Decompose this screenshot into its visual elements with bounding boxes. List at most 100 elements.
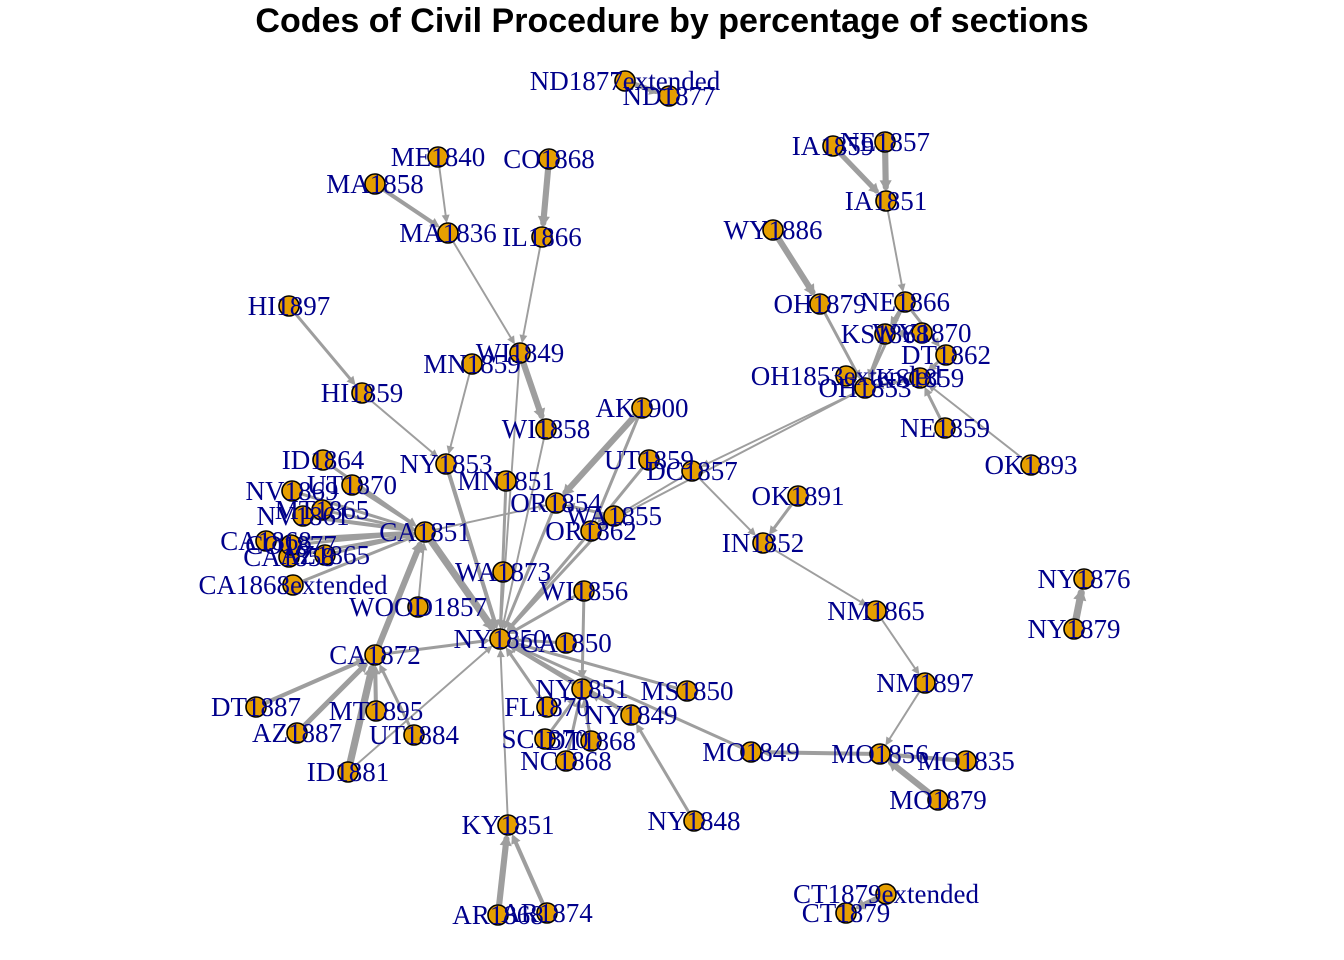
node-KY1851[interactable] <box>497 814 519 836</box>
node-label-DC1857: DC1857 <box>646 456 738 486</box>
node-MN1851[interactable] <box>495 470 517 492</box>
node-DT1862[interactable] <box>935 344 957 366</box>
node-MO1856[interactable] <box>869 743 891 765</box>
node-CT1879[interactable] <box>835 902 857 924</box>
node-OR1854[interactable] <box>545 492 567 514</box>
node-CO1877[interactable] <box>280 534 302 556</box>
node-WOOD1857[interactable] <box>407 596 429 618</box>
node-MO1879[interactable] <box>927 789 949 811</box>
node-CA1851[interactable] <box>414 521 436 543</box>
node-MO1849[interactable] <box>740 741 762 763</box>
node-MT1895[interactable] <box>365 700 387 722</box>
node-NY1850[interactable] <box>489 628 511 650</box>
node-CO1868[interactable] <box>538 148 560 170</box>
node-WA1873[interactable] <box>492 561 514 583</box>
node-WI1858[interactable] <box>535 418 557 440</box>
arrowhead-ID1881-to-NY1850 <box>483 645 493 654</box>
node-MS1850[interactable] <box>676 680 698 702</box>
edge-CO1868-to-IL1866 <box>540 165 552 227</box>
node-NE1857[interactable] <box>874 131 896 153</box>
node-DC1857[interactable] <box>681 460 703 482</box>
edge-WY1886-to-OH1879 <box>775 235 816 296</box>
node-IA1851[interactable] <box>875 190 897 212</box>
node-DT1868[interactable] <box>580 730 602 752</box>
node-NY1851[interactable] <box>571 678 593 700</box>
edge-MA1858-to-MA1836 <box>381 187 439 228</box>
node-NM1897[interactable] <box>914 672 936 694</box>
node-WI1849[interactable] <box>509 342 531 364</box>
node-NY1853[interactable] <box>435 453 457 475</box>
node-NM1865[interactable] <box>865 600 887 622</box>
edge-ID1881-to-CA1872 <box>346 665 376 766</box>
node-FL1870[interactable] <box>536 696 558 718</box>
node-KS1859[interactable] <box>909 367 931 389</box>
node-MN1859[interactable] <box>461 353 483 375</box>
node-NY1849[interactable] <box>620 704 642 726</box>
node-OK1893[interactable] <box>1020 454 1042 476</box>
edge-NC1868-to-NY1851 <box>566 701 581 753</box>
node-NV1869[interactable] <box>281 480 303 502</box>
node-CA1872[interactable] <box>364 644 386 666</box>
node-label-NV1869: NV1869 <box>246 476 339 506</box>
node-UT1859[interactable] <box>638 449 660 471</box>
node-label-UT1870: UT1870 <box>307 470 397 500</box>
node-AZ1887[interactable] <box>286 722 308 744</box>
node-CA1868extended[interactable] <box>282 574 304 596</box>
node-UT1884[interactable] <box>403 724 425 746</box>
node-IN1852[interactable] <box>752 532 774 554</box>
node-WI1856[interactable] <box>573 580 595 602</box>
node-SC1870[interactable] <box>534 728 556 750</box>
node-ID1864[interactable] <box>312 449 334 471</box>
edge-KS1859-to-OH1853 <box>877 378 912 387</box>
arrowhead-NY1879-to-NY1876 <box>1073 588 1087 602</box>
node-NE1866[interactable] <box>894 291 916 313</box>
node-IA1859[interactable] <box>822 135 844 157</box>
node-OH1853extended[interactable] <box>835 365 857 387</box>
node-WY1870[interactable] <box>911 322 933 344</box>
node-IL1866[interactable] <box>531 226 553 248</box>
node-label-AR1874: AR1874 <box>501 898 593 928</box>
node-ID1881[interactable] <box>337 761 359 783</box>
node-NE1859[interactable] <box>934 417 956 439</box>
node-MO1835[interactable] <box>955 750 977 772</box>
node-NY1876[interactable] <box>1073 568 1095 590</box>
edge-ME1840-to-MA1836 <box>438 165 448 221</box>
node-ND1877[interactable] <box>658 85 680 107</box>
node-WA1855[interactable] <box>603 505 625 527</box>
node-OH1853[interactable] <box>854 377 876 399</box>
node-CT1879extended[interactable] <box>875 883 897 905</box>
node-WY1886[interactable] <box>762 219 784 241</box>
node-AR1868[interactable] <box>487 904 509 926</box>
arrowhead-MA1858-to-MA1836 <box>429 218 440 228</box>
node-UT1870[interactable] <box>341 474 363 496</box>
node-NY1879[interactable] <box>1063 618 1085 640</box>
arrowhead-AR1868-to-KY1851 <box>499 834 512 847</box>
node-label-MT1895: MT1895 <box>329 696 424 726</box>
arrowhead-MN1859-to-NY1853 <box>446 445 455 455</box>
node-OK1891[interactable] <box>787 485 809 507</box>
node-ME1840[interactable] <box>427 146 449 168</box>
node-OR1862[interactable] <box>580 520 602 542</box>
node-label-CO1877: CO1877 <box>245 530 337 560</box>
node-NY1848[interactable] <box>683 810 705 832</box>
node-AZ1865[interactable] <box>314 544 336 566</box>
node-CA1850[interactable] <box>555 632 577 654</box>
node-AR1874[interactable] <box>536 902 558 924</box>
node-MT1865[interactable] <box>311 499 333 521</box>
node-NC1868[interactable] <box>555 750 577 772</box>
node-AK1900[interactable] <box>631 397 653 419</box>
node-MA1858[interactable] <box>364 173 386 195</box>
node-OH1879[interactable] <box>809 293 831 315</box>
node-ND1877extended[interactable] <box>614 70 636 92</box>
node-HI1897[interactable] <box>278 295 300 317</box>
edge-WI1856-to-NY1850 <box>510 594 577 634</box>
node-KS1868[interactable] <box>874 323 896 345</box>
node-CA1868[interactable] <box>255 530 277 552</box>
node-NV1861[interactable] <box>292 505 314 527</box>
node-label-WY1870: WY1870 <box>873 318 972 348</box>
edge-WI1858-to-NY1850 <box>502 437 545 627</box>
node-MA1836[interactable] <box>437 222 459 244</box>
edge-CA1851-to-NY1850 <box>427 536 496 632</box>
node-DT1887[interactable] <box>245 696 267 718</box>
node-HI1859[interactable] <box>351 382 373 404</box>
